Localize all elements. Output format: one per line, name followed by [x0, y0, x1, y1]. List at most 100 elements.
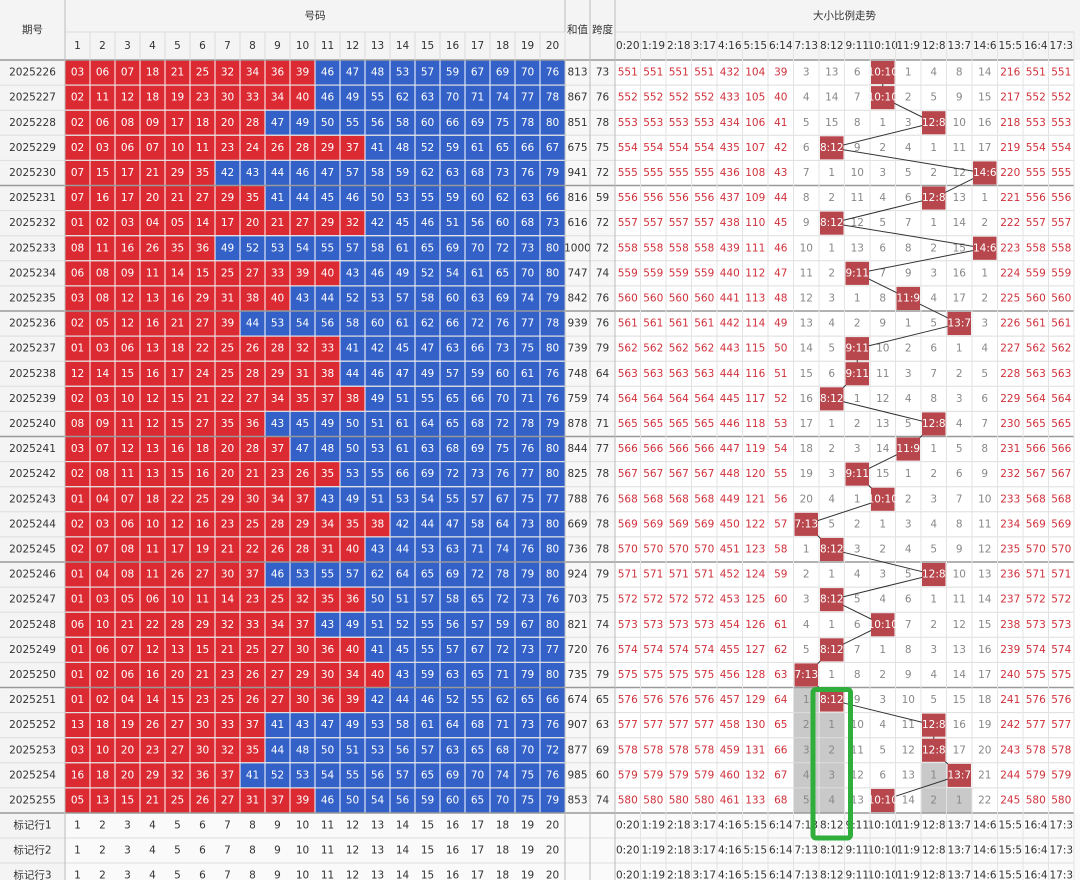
- footer-number: 11: [321, 845, 334, 857]
- number: 21: [171, 318, 184, 330]
- number: 68: [521, 217, 534, 229]
- omission-count: 14: [800, 343, 814, 355]
- number: 20: [121, 769, 134, 781]
- number: 13: [146, 292, 159, 304]
- number: 16: [171, 443, 185, 455]
- omission-count: 570: [669, 543, 689, 555]
- number: 49: [396, 267, 409, 279]
- number: 39: [296, 267, 309, 279]
- omission-count: 445: [720, 393, 740, 405]
- number: 63: [421, 92, 434, 104]
- footer-number: 2: [99, 845, 106, 857]
- ratio-hit-cell: [947, 763, 971, 787]
- omission-count: 439: [720, 242, 740, 254]
- ratio-hit: 10:10: [868, 92, 898, 104]
- issue: 2025251: [9, 694, 56, 706]
- number: 28: [296, 142, 309, 154]
- omission-count: 14: [978, 594, 992, 606]
- number-cell: [239, 536, 266, 563]
- omission-count: 2: [803, 569, 810, 581]
- number: 72: [496, 242, 509, 254]
- footer-number: 17: [471, 845, 484, 857]
- number: 60: [496, 368, 509, 380]
- number: 66: [546, 192, 560, 204]
- ratio-hit-cell: [820, 688, 844, 712]
- ratio-hit-cell: [947, 312, 971, 336]
- annotation-box: [810, 687, 853, 841]
- number-column-label: 14: [396, 40, 410, 52]
- omission-count: 580: [1051, 794, 1071, 806]
- number-column-label: 1: [74, 40, 81, 52]
- number: 27: [296, 217, 309, 229]
- omission-count: 14: [953, 217, 967, 229]
- footer-ratio: 3:17: [692, 845, 716, 857]
- omission-count: 8: [981, 443, 988, 455]
- omission-count: 577: [694, 719, 714, 731]
- omission-count: 3: [905, 117, 912, 129]
- number: 15: [121, 368, 134, 380]
- number-cell: [164, 436, 191, 463]
- number-cell: [314, 586, 341, 613]
- number: 34: [271, 393, 285, 405]
- number: 65: [496, 142, 509, 154]
- omission-count: 570: [1026, 543, 1046, 555]
- sum: 851: [567, 117, 587, 129]
- ratio-hit-cell: [922, 412, 946, 436]
- omission-count: 49: [774, 318, 787, 330]
- ratio-hit-cell: [871, 613, 895, 637]
- number: 56: [471, 217, 485, 229]
- number: 73: [521, 518, 534, 530]
- omission-count: 14: [902, 794, 916, 806]
- number: 65: [421, 242, 434, 254]
- omission-count: 15: [876, 468, 889, 480]
- number: 14: [196, 217, 210, 229]
- number: 15: [171, 418, 184, 430]
- number: 28: [271, 518, 284, 530]
- omission-count: 1: [803, 694, 810, 706]
- number-cell: [289, 159, 316, 186]
- omission-count: 565: [1051, 418, 1071, 430]
- number: 08: [121, 117, 134, 129]
- omission-count: 552: [1026, 92, 1046, 104]
- omission-count: 562: [1026, 343, 1046, 355]
- omission-count: 578: [1051, 744, 1071, 756]
- omission-count: 574: [1051, 644, 1071, 656]
- footer-ratio: 11:9: [896, 820, 920, 832]
- omission-count: 105: [745, 92, 765, 104]
- omission-count: 7: [930, 368, 937, 380]
- omission-count: 9: [803, 217, 810, 229]
- sum: 669: [567, 518, 587, 530]
- number-cell: [389, 185, 416, 212]
- number-cell: [289, 511, 316, 538]
- issue: 2025240: [9, 418, 56, 430]
- omission-count: 577: [1051, 719, 1071, 731]
- number: 01: [71, 669, 84, 681]
- ratio-column-label: 17:3: [1049, 40, 1073, 52]
- omission-count: 1: [854, 393, 861, 405]
- number-cell: [439, 310, 466, 337]
- number: 15: [196, 644, 209, 656]
- number: 20: [246, 217, 259, 229]
- number: 35: [321, 468, 334, 480]
- ratio-hit-cell: [922, 563, 946, 587]
- omission-count: 557: [1026, 217, 1046, 229]
- footer-number: 9: [274, 820, 281, 832]
- number-cell: [114, 511, 141, 538]
- number: 59: [446, 142, 459, 154]
- number: 51: [371, 619, 384, 631]
- omission-count: 18: [800, 443, 813, 455]
- number: 59: [396, 167, 409, 179]
- omission-count: 570: [618, 543, 638, 555]
- omission-count: 580: [669, 794, 689, 806]
- number-cell: [264, 159, 291, 186]
- issue: 2025235: [9, 292, 56, 304]
- number: 66: [521, 142, 535, 154]
- sum: 739: [567, 343, 587, 355]
- omission-count: 7: [854, 92, 861, 104]
- number: 69: [471, 117, 484, 129]
- number: 12: [121, 443, 134, 455]
- omission-count: 448: [720, 468, 740, 480]
- number: 46: [346, 192, 360, 204]
- number-cell: [314, 737, 341, 764]
- number: 18: [171, 343, 184, 355]
